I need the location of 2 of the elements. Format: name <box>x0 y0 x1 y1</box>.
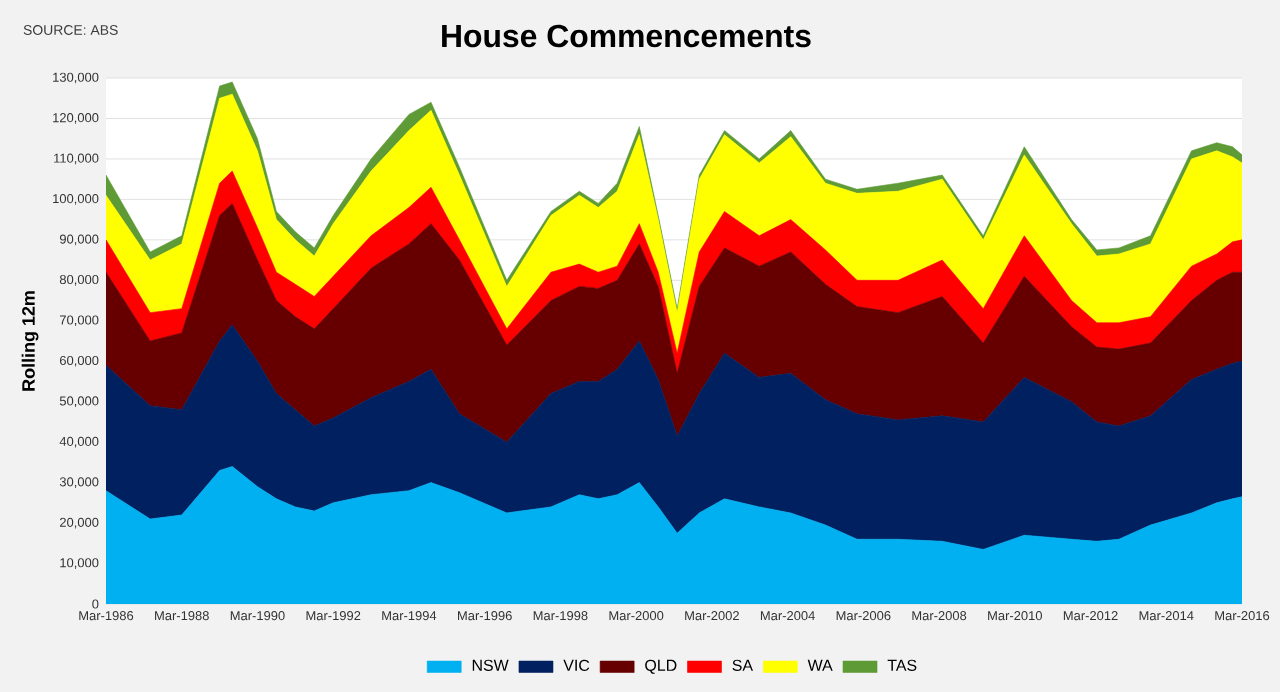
chart-title: House Commencements <box>442 24 811 48</box>
y-axis-title: Rolling 12m <box>21 291 39 391</box>
